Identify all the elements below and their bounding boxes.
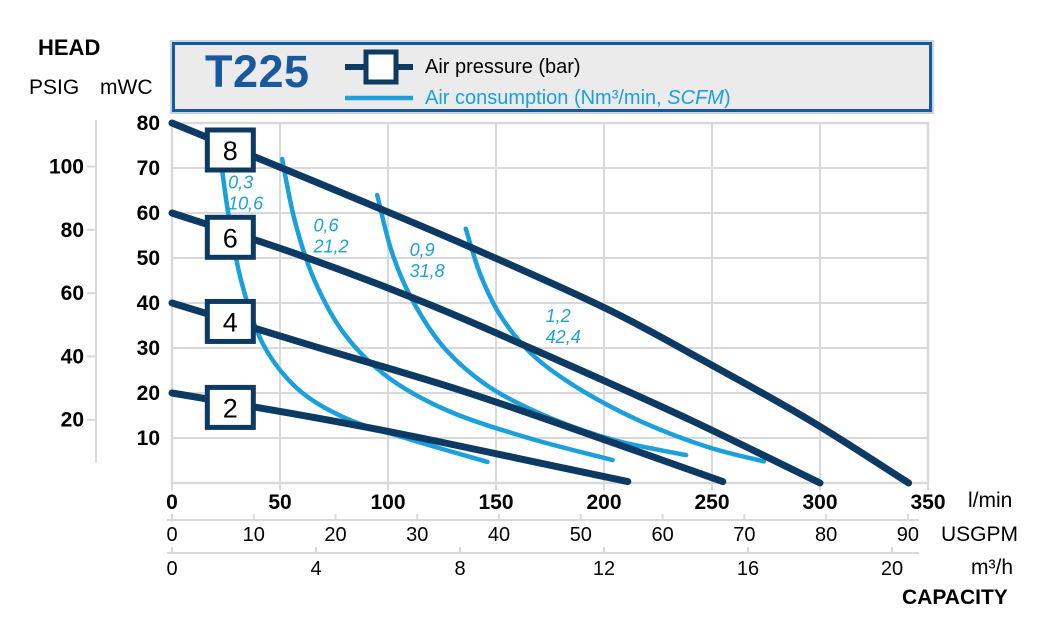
consumption-label-scfm: 21,2 bbox=[312, 236, 348, 256]
consumption-label-scfm: 31,8 bbox=[410, 261, 445, 281]
m3h-tick-label: 12 bbox=[593, 558, 615, 580]
usgpm-tick-label: 90 bbox=[897, 524, 919, 546]
m3h-tick-label: 20 bbox=[881, 558, 903, 580]
usgpm-unit-label: USGPM bbox=[941, 523, 1019, 546]
air-pressure-square-symbol bbox=[363, 49, 399, 85]
mwc-tick-label: 20 bbox=[137, 382, 160, 405]
pump-model-title: T225 bbox=[205, 46, 310, 97]
psig-tick-label: 20 bbox=[61, 409, 84, 432]
consumption-label-scfm: 10,6 bbox=[228, 194, 264, 214]
mwc-tick-label: 10 bbox=[137, 427, 160, 450]
pressure-marker-box-6bar bbox=[204, 214, 256, 260]
consumption-label-scfm: 42,4 bbox=[546, 327, 581, 347]
legend-air-consumption-label: Air consumption (Nm³/min, SCFM) bbox=[425, 87, 731, 110]
air-consumption-label-close: ) bbox=[723, 87, 731, 109]
usgpm-axis: 0 10 20 30 40 50 60 70 80 90 bbox=[166, 514, 919, 546]
mwc-tick-label: 50 bbox=[137, 247, 160, 270]
plot-grid bbox=[170, 121, 930, 485]
usgpm-tick-label: 60 bbox=[651, 524, 673, 546]
usgpm-tick-label: 30 bbox=[406, 524, 428, 546]
consumption-label-nm3min: 1,2 bbox=[546, 306, 571, 326]
m3h-unit-label: m³/h bbox=[971, 556, 1013, 579]
mwc-tick-label: 30 bbox=[137, 337, 160, 360]
lmin-unit-label: l/min bbox=[968, 489, 1013, 512]
psig-tick-label: 60 bbox=[61, 282, 84, 305]
mwc-axis-unit-label: mWC bbox=[100, 76, 153, 99]
lmin-tick-label: 0 bbox=[166, 491, 178, 514]
legend-box: T225 Air pressure (bar) Air consumption … bbox=[172, 42, 932, 112]
usgpm-tick-label: 10 bbox=[243, 524, 265, 546]
lmin-axis: 0 50 100 150 200 250 300 350 bbox=[166, 483, 946, 514]
pressure-markers: 8 6 4 2 bbox=[204, 127, 256, 430]
psig-tick-label: 80 bbox=[61, 219, 84, 242]
air-pressure-curve-6bar bbox=[168, 209, 824, 487]
mwc-axis: 80 70 60 50 40 30 20 10 bbox=[137, 112, 160, 450]
legend-air-pressure-label: Air pressure (bar) bbox=[425, 56, 581, 78]
capacity-axis-title: CAPACITY bbox=[902, 586, 1008, 609]
m3h-tick-label: 0 bbox=[166, 558, 177, 580]
air-consumption-label-scfm: SCFM bbox=[667, 87, 724, 109]
usgpm-tick-label: 20 bbox=[324, 524, 346, 546]
pressure-marker-box-8bar bbox=[204, 127, 256, 173]
air-consumption-curve-1,2 bbox=[463, 226, 767, 464]
mwc-tick-label: 80 bbox=[137, 112, 160, 135]
usgpm-tick-label: 80 bbox=[815, 524, 837, 546]
mwc-tick-label: 40 bbox=[137, 292, 160, 315]
air-consumption-label-main: Air consumption (Nm³/min, bbox=[425, 87, 668, 109]
psig-axis: 100 80 60 40 20 bbox=[49, 120, 97, 462]
psig-tick-label: 100 bbox=[49, 156, 84, 179]
pressure-marker-label-4bar: 4 bbox=[223, 307, 238, 337]
consumption-label-nm3min: 0,6 bbox=[313, 215, 339, 235]
lmin-tick-label: 150 bbox=[478, 491, 513, 514]
usgpm-tick-label: 40 bbox=[488, 524, 510, 546]
pressure-marker-label-6bar: 6 bbox=[223, 223, 238, 253]
mwc-tick-label: 60 bbox=[137, 202, 160, 225]
pressure-marker-box-2bar bbox=[204, 384, 256, 430]
consumption-label-nm3min: 0,9 bbox=[410, 240, 435, 260]
consumption-label-nm3min: 0,3 bbox=[228, 173, 253, 193]
usgpm-tick-label: 50 bbox=[570, 524, 592, 546]
lmin-tick-label: 50 bbox=[268, 491, 291, 514]
m3h-tick-label: 8 bbox=[454, 558, 465, 580]
psig-tick-label: 40 bbox=[61, 345, 84, 368]
m3h-axis: 0 4 8 12 16 20 bbox=[166, 547, 919, 580]
pressure-marker-label-2bar: 2 bbox=[223, 393, 238, 423]
lmin-tick-label: 200 bbox=[586, 491, 621, 514]
head-axis-title: HEAD bbox=[38, 35, 101, 60]
lmin-tick-label: 300 bbox=[802, 491, 837, 514]
air-pressure-curve-4bar bbox=[168, 299, 727, 486]
mwc-tick-label: 70 bbox=[137, 157, 160, 180]
air-pressure-curve-8bar bbox=[168, 119, 913, 487]
lmin-tick-label: 100 bbox=[370, 491, 405, 514]
lmin-tick-label: 250 bbox=[694, 491, 729, 514]
m3h-tick-label: 16 bbox=[737, 558, 759, 580]
psig-axis-unit-label: PSIG bbox=[29, 76, 80, 99]
pressure-marker-label-8bar: 8 bbox=[223, 136, 238, 166]
m3h-tick-label: 4 bbox=[310, 558, 321, 580]
usgpm-tick-label: 0 bbox=[166, 524, 177, 546]
pressure-marker-box-4bar bbox=[204, 298, 256, 344]
legend-symbols bbox=[345, 49, 413, 101]
usgpm-tick-label: 70 bbox=[733, 524, 755, 546]
lmin-tick-label: 350 bbox=[910, 491, 945, 514]
